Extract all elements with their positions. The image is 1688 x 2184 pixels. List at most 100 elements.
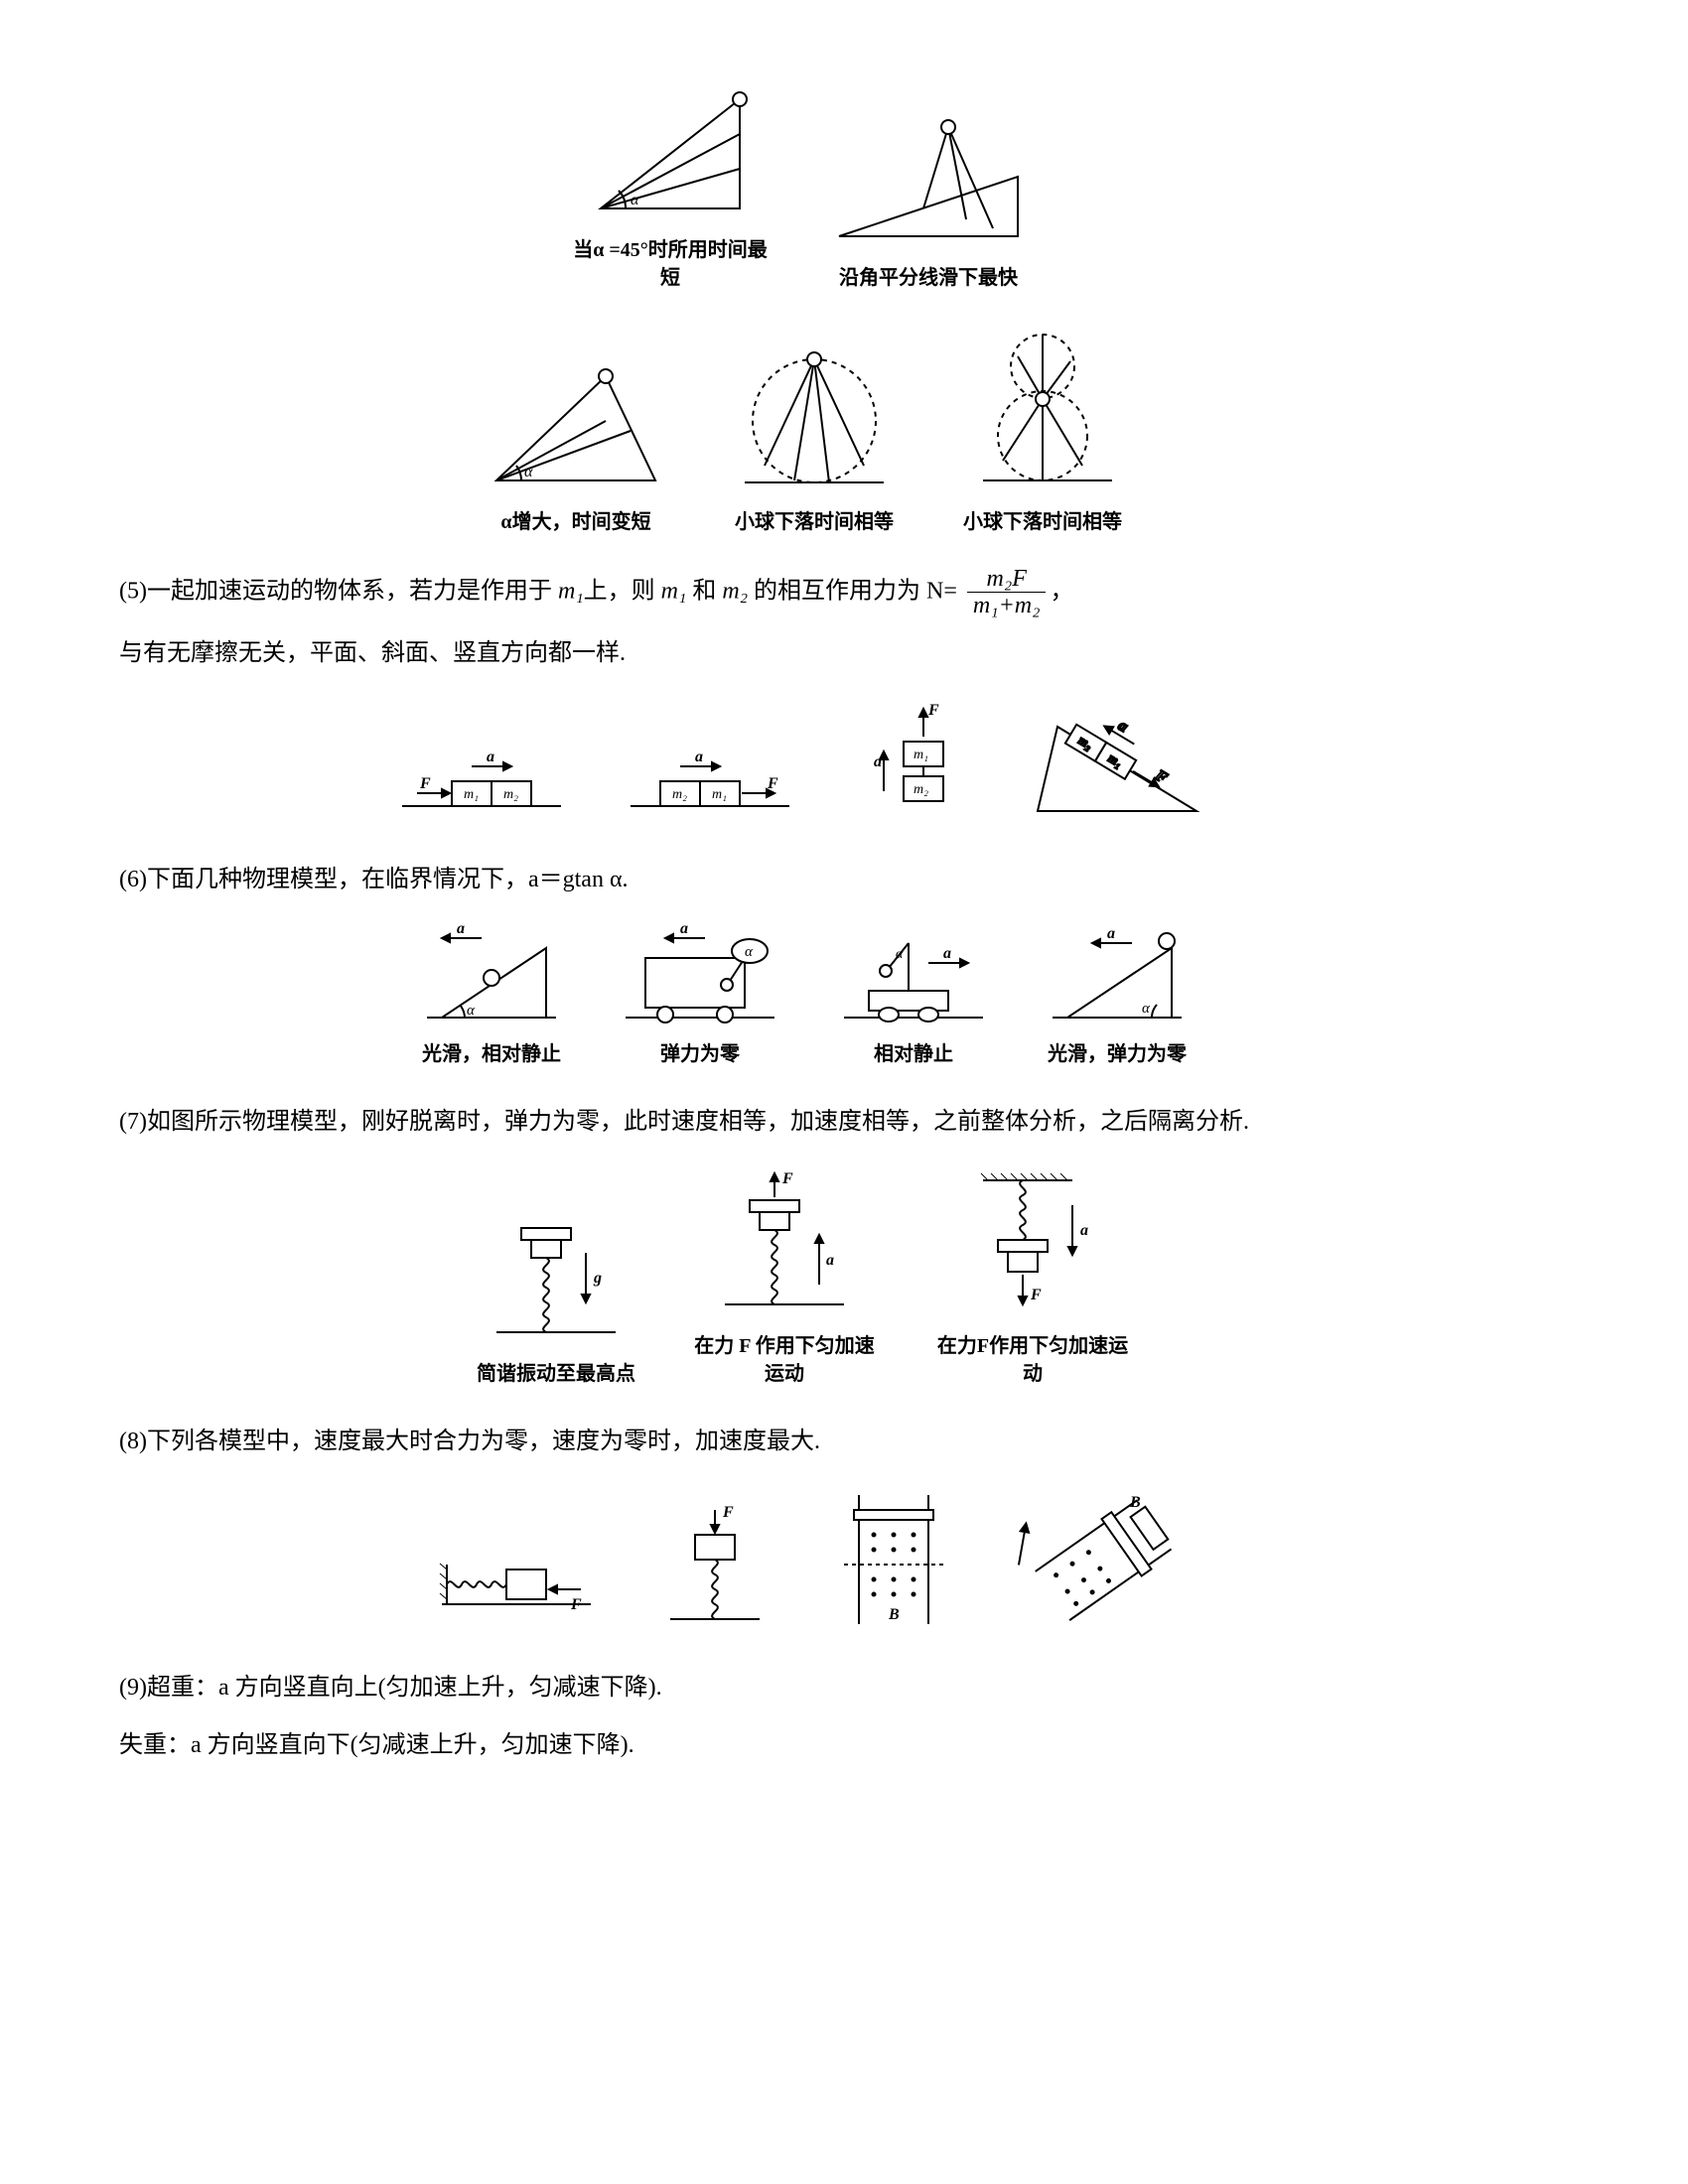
para-7: (7)如图所示物理模型，刚好脱离时，弹力为零，此时速度相等，加速度相等，之前整体…	[119, 1098, 1489, 1146]
figure-row-5: F a m₁ m₂ F a m₂ m₁ F a m₁ m₂	[119, 697, 1489, 826]
para-9b: 失重：a 方向竖直向下(匀减速上升，匀加速下降).	[119, 1721, 1489, 1769]
svg-text:a: a	[1107, 925, 1115, 942]
svg-text:m₂: m₂	[503, 787, 518, 802]
para-5-line2: 与有无摩擦无关，平面、斜面、竖直方向都一样.	[119, 629, 1489, 677]
figure-row-1: α 当α =45°时所用时间最短 沿角平分线滑下最快	[119, 79, 1489, 292]
fig2b-caption: 小球下落时间相等	[735, 508, 894, 536]
diagram-cart-pole: a α	[834, 923, 993, 1032]
svg-text:a: a	[943, 945, 951, 962]
svg-text:a: a	[487, 749, 494, 765]
svg-text:F: F	[419, 775, 431, 792]
svg-text:F: F	[927, 702, 939, 719]
fig7a-caption: 简谐振动至最高点	[477, 1360, 635, 1388]
svg-text:F: F	[1030, 1287, 1042, 1303]
svg-text:B: B	[1129, 1494, 1141, 1511]
p5-text-c: 和	[686, 578, 722, 604]
fig2a: α α增大，时间变短	[477, 351, 675, 536]
svg-text:m₁: m₁	[464, 787, 479, 802]
fig7c-caption: 在力F作用下匀加速运动	[933, 1332, 1132, 1388]
svg-text:α: α	[896, 947, 904, 962]
fig2c: 小球下落时间相等	[953, 322, 1132, 536]
svg-text:a: a	[457, 923, 465, 937]
diagram-spring-vertical-F: F	[655, 1495, 774, 1634]
svg-text:a: a	[874, 753, 882, 770]
fig6c: a α 相对静止	[834, 923, 993, 1068]
fig1b: 沿角平分线滑下最快	[819, 107, 1038, 292]
figure-row-8: F F B	[119, 1485, 1489, 1634]
p5-text-e: ，	[1050, 578, 1073, 604]
p5-text-d: 的相互作用力为 N=	[748, 578, 963, 604]
fig1a-caption: 当α =45°时所用时间最短	[571, 236, 770, 292]
fig6a: a α 光滑，相对静止	[417, 923, 566, 1068]
diagram-cart-string: a α	[616, 923, 784, 1032]
diagram-spring-shm: g	[477, 1203, 635, 1352]
diagram-wedge-ball-top: a α	[1043, 923, 1192, 1032]
fig6a-caption: 光滑，相对静止	[422, 1040, 561, 1068]
svg-text:F: F	[767, 775, 778, 792]
svg-text:F: F	[722, 1504, 734, 1521]
diagram-spring-force-up: F a	[705, 1165, 864, 1324]
fig6b: a α 弹力为零	[616, 923, 784, 1068]
alpha-label: α	[524, 464, 533, 480]
svg-text:α: α	[745, 944, 754, 960]
diagram-blocks-incline: a F m₂ m₁	[1018, 697, 1216, 826]
svg-text:B: B	[888, 1606, 900, 1623]
para-5: (5)一起加速运动的物体系，若力是作用于 m₁上，则 m₁ 和 m₂ 的相互作用…	[119, 566, 1489, 619]
diagram-spring-horizontal: F	[427, 1535, 606, 1634]
frac-den: m₁+m₂	[967, 593, 1047, 618]
svg-text:a: a	[826, 1252, 834, 1269]
svg-text:a: a	[1080, 1222, 1088, 1239]
var-m1: m₁	[558, 578, 584, 604]
figure-row-2: α α增大，时间变短 小球下落时间相等	[119, 322, 1489, 536]
svg-text:m₁: m₁	[914, 748, 928, 762]
para-9a: (9)超重：a 方向竖直向上(匀加速上升，匀减速下降).	[119, 1664, 1489, 1711]
diagram-blocks-vertical: F a m₁ m₂	[849, 697, 968, 826]
svg-text:m₂: m₂	[672, 787, 687, 802]
svg-text:m₁: m₁	[712, 787, 727, 802]
svg-text:a: a	[680, 923, 688, 937]
fraction: m₂Fm₁+m₂	[967, 566, 1047, 619]
diagram-spring-hanging: F a	[953, 1165, 1112, 1324]
figure-row-6: a α 光滑，相对静止 a α 弹力为零	[119, 923, 1489, 1068]
diagram-blocks-horizontal-push: F a m₁ m₂	[392, 737, 571, 826]
diagram-blocks-horizontal-pull: F a m₂ m₁	[621, 737, 799, 826]
svg-text:a: a	[695, 749, 703, 765]
svg-text:F: F	[570, 1596, 582, 1613]
p5-text-a: (5)一起加速运动的物体系，若力是作用于	[119, 578, 558, 604]
fig6b-caption: 弹力为零	[660, 1040, 740, 1068]
fig2b: 小球下落时间相等	[725, 341, 904, 536]
svg-text:F: F	[781, 1170, 793, 1187]
diagram-triangle-45: α	[571, 79, 770, 228]
fig7b: F a 在力 F 作用下匀加速运动	[685, 1165, 884, 1388]
svg-text:m₂: m₂	[914, 782, 928, 797]
diagram-rail-magnetic: B	[824, 1485, 963, 1634]
svg-text:a: a	[1115, 717, 1131, 736]
diagram-rail-incline-B: B	[1013, 1485, 1182, 1634]
diagram-circle-chords	[725, 341, 904, 500]
diagram-alpha-increase: α	[477, 351, 675, 500]
para-6: (6)下面几种物理模型，在临界情况下，a＝gtan α.	[119, 856, 1489, 903]
diagram-bisector	[819, 107, 1038, 256]
fig1b-caption: 沿角平分线滑下最快	[839, 264, 1018, 292]
var-m1b: m₁	[661, 578, 687, 604]
alpha-label: α	[631, 192, 639, 208]
p5-text-b: 上，则	[584, 578, 661, 604]
diagram-wedge-smooth: a α	[417, 923, 566, 1032]
frac-num: m₂F	[967, 566, 1047, 593]
fig6c-caption: 相对静止	[874, 1040, 953, 1068]
diagram-two-circles	[953, 322, 1132, 500]
svg-text:g: g	[593, 1270, 602, 1287]
fig2a-caption: α增大，时间变短	[500, 508, 650, 536]
fig1a: α 当α =45°时所用时间最短	[571, 79, 770, 292]
fig6d: a α 光滑，弹力为零	[1043, 923, 1192, 1068]
fig7a: g 简谐振动至最高点	[477, 1203, 635, 1388]
var-m2: m₂	[722, 578, 748, 604]
svg-text:α: α	[1142, 1001, 1151, 1017]
para-8: (8)下列各模型中，速度最大时合力为零，速度为零时，加速度最大.	[119, 1418, 1489, 1465]
fig7b-caption: 在力 F 作用下匀加速运动	[685, 1332, 884, 1388]
fig2c-caption: 小球下落时间相等	[963, 508, 1122, 536]
fig6d-caption: 光滑，弹力为零	[1048, 1040, 1187, 1068]
figure-row-7: g 简谐振动至最高点 F a 在力 F 作用下匀加速运动	[119, 1165, 1489, 1388]
svg-text:α: α	[467, 1003, 476, 1019]
fig7c: F a 在力F作用下匀加速运动	[933, 1165, 1132, 1388]
